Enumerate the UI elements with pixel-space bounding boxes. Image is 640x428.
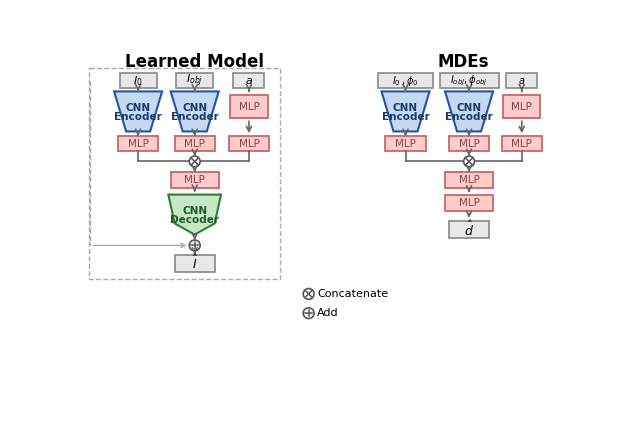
FancyBboxPatch shape xyxy=(175,136,215,152)
Text: Encoder: Encoder xyxy=(171,112,219,122)
Text: MLP: MLP xyxy=(511,102,532,112)
Text: CNN: CNN xyxy=(125,103,150,113)
Circle shape xyxy=(189,240,200,251)
Text: Add: Add xyxy=(317,308,339,318)
FancyBboxPatch shape xyxy=(171,172,219,187)
Text: MLP: MLP xyxy=(239,139,259,149)
FancyBboxPatch shape xyxy=(385,136,426,152)
Polygon shape xyxy=(171,92,219,131)
FancyBboxPatch shape xyxy=(445,195,493,211)
FancyBboxPatch shape xyxy=(449,221,489,238)
FancyBboxPatch shape xyxy=(118,136,158,152)
Text: Encoder: Encoder xyxy=(445,112,493,122)
FancyBboxPatch shape xyxy=(503,95,540,119)
Circle shape xyxy=(189,156,200,167)
Polygon shape xyxy=(445,92,493,131)
Text: $I_0\,,\phi_0$: $I_0\,,\phi_0$ xyxy=(392,74,419,88)
Text: CNN: CNN xyxy=(182,103,207,113)
Text: $a$: $a$ xyxy=(245,76,253,86)
Circle shape xyxy=(303,288,314,299)
Text: $a$: $a$ xyxy=(518,76,525,86)
FancyBboxPatch shape xyxy=(230,95,268,119)
FancyBboxPatch shape xyxy=(176,73,213,88)
FancyBboxPatch shape xyxy=(449,136,489,152)
Text: CNN: CNN xyxy=(182,206,207,216)
Text: $I_{obj},\phi_{obj}$: $I_{obj},\phi_{obj}$ xyxy=(451,74,488,88)
FancyBboxPatch shape xyxy=(440,73,499,88)
Text: $\hat{I}$: $\hat{I}$ xyxy=(192,254,198,272)
Polygon shape xyxy=(168,195,221,235)
Text: Decoder: Decoder xyxy=(170,215,219,225)
Text: MLP: MLP xyxy=(184,139,205,149)
Text: MLP: MLP xyxy=(395,139,416,149)
Text: MLP: MLP xyxy=(459,198,479,208)
Text: MLP: MLP xyxy=(128,139,148,149)
Circle shape xyxy=(303,308,314,318)
Text: Concatenate: Concatenate xyxy=(317,289,388,299)
Text: CNN: CNN xyxy=(456,103,482,113)
FancyBboxPatch shape xyxy=(506,73,537,88)
Text: Encoder: Encoder xyxy=(115,112,162,122)
Text: MLP: MLP xyxy=(459,139,479,149)
Circle shape xyxy=(463,156,474,167)
Text: $I_{obj}$: $I_{obj}$ xyxy=(186,72,204,89)
FancyBboxPatch shape xyxy=(378,73,433,88)
Text: MLP: MLP xyxy=(459,175,479,185)
Text: Learned Model: Learned Model xyxy=(125,53,264,71)
Text: Encoder: Encoder xyxy=(381,112,429,122)
Text: CNN: CNN xyxy=(393,103,418,113)
Text: MLP: MLP xyxy=(511,139,532,149)
Text: MLP: MLP xyxy=(184,175,205,185)
Text: $I_0$: $I_0$ xyxy=(133,74,143,87)
FancyBboxPatch shape xyxy=(175,255,215,272)
FancyBboxPatch shape xyxy=(502,136,542,152)
FancyBboxPatch shape xyxy=(120,73,157,88)
Text: MDEs: MDEs xyxy=(438,53,490,71)
Polygon shape xyxy=(114,92,162,131)
FancyBboxPatch shape xyxy=(234,73,264,88)
Polygon shape xyxy=(381,92,429,131)
Text: $\hat{d}$: $\hat{d}$ xyxy=(464,220,474,239)
FancyBboxPatch shape xyxy=(229,136,269,152)
FancyBboxPatch shape xyxy=(445,172,493,187)
Text: MLP: MLP xyxy=(239,102,259,112)
